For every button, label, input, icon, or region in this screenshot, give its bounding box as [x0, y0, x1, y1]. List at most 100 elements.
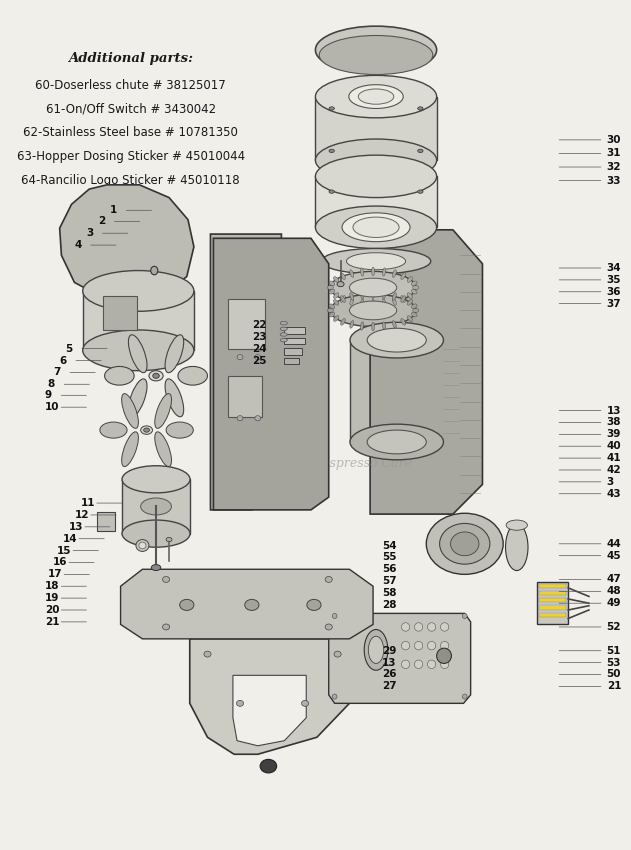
Text: 54: 54 — [382, 541, 396, 551]
Ellipse shape — [463, 694, 467, 699]
Text: 30: 30 — [606, 135, 621, 144]
Text: 42: 42 — [606, 465, 622, 475]
Ellipse shape — [358, 89, 394, 105]
Ellipse shape — [325, 624, 333, 630]
Ellipse shape — [350, 298, 354, 305]
Ellipse shape — [325, 576, 333, 582]
Bar — [103, 296, 137, 330]
Ellipse shape — [334, 292, 339, 298]
Ellipse shape — [341, 296, 345, 303]
Ellipse shape — [382, 291, 386, 299]
Ellipse shape — [353, 217, 399, 237]
Bar — [539, 613, 567, 617]
Ellipse shape — [316, 26, 437, 74]
Ellipse shape — [411, 312, 417, 317]
Polygon shape — [60, 184, 194, 299]
Text: 63-Hopper Dosing Sticker # 45010044: 63-Hopper Dosing Sticker # 45010044 — [16, 150, 245, 163]
Ellipse shape — [83, 270, 194, 311]
Text: 23: 23 — [252, 332, 266, 342]
Ellipse shape — [83, 330, 194, 371]
Ellipse shape — [415, 642, 423, 650]
Text: 2: 2 — [98, 217, 105, 226]
Polygon shape — [83, 291, 194, 350]
Text: 12: 12 — [74, 510, 89, 520]
Text: 4: 4 — [74, 240, 82, 250]
Ellipse shape — [334, 315, 339, 321]
Ellipse shape — [155, 394, 172, 428]
Ellipse shape — [401, 319, 406, 326]
Ellipse shape — [382, 322, 386, 330]
Ellipse shape — [129, 335, 147, 372]
Ellipse shape — [505, 524, 528, 570]
Ellipse shape — [129, 379, 147, 416]
Ellipse shape — [341, 319, 345, 326]
Ellipse shape — [178, 366, 208, 385]
Ellipse shape — [245, 599, 259, 610]
Ellipse shape — [427, 642, 436, 650]
Bar — [539, 591, 567, 595]
Ellipse shape — [463, 614, 467, 619]
Bar — [285, 348, 302, 354]
Bar — [285, 327, 305, 334]
Text: 31: 31 — [606, 149, 621, 158]
Ellipse shape — [392, 320, 396, 328]
Ellipse shape — [350, 301, 397, 320]
Ellipse shape — [382, 299, 386, 307]
Ellipse shape — [136, 540, 149, 552]
Ellipse shape — [151, 266, 158, 275]
Ellipse shape — [280, 333, 287, 337]
Ellipse shape — [333, 614, 337, 619]
Text: 8: 8 — [48, 379, 55, 389]
Ellipse shape — [122, 520, 190, 547]
Ellipse shape — [153, 373, 159, 378]
Ellipse shape — [440, 642, 449, 650]
Ellipse shape — [349, 85, 403, 109]
Ellipse shape — [401, 273, 406, 280]
Bar — [97, 513, 115, 531]
Ellipse shape — [204, 651, 211, 657]
Ellipse shape — [329, 190, 334, 193]
Ellipse shape — [437, 649, 451, 664]
Text: 55: 55 — [382, 552, 396, 563]
Ellipse shape — [237, 700, 244, 706]
Ellipse shape — [163, 576, 170, 582]
Text: 41: 41 — [606, 453, 622, 463]
Ellipse shape — [105, 366, 134, 385]
Text: 53: 53 — [606, 658, 621, 667]
Ellipse shape — [350, 322, 444, 358]
Ellipse shape — [155, 432, 172, 467]
Text: 51: 51 — [606, 646, 621, 655]
Ellipse shape — [401, 623, 410, 632]
Text: 10: 10 — [45, 402, 59, 412]
Ellipse shape — [122, 394, 138, 428]
Text: 11: 11 — [80, 498, 95, 508]
Ellipse shape — [330, 271, 416, 303]
Ellipse shape — [401, 296, 406, 303]
Ellipse shape — [411, 304, 417, 309]
Ellipse shape — [427, 660, 436, 669]
Text: 49: 49 — [606, 598, 621, 609]
Text: 40: 40 — [606, 441, 622, 451]
Bar — [285, 337, 305, 344]
Text: 27: 27 — [382, 682, 396, 691]
Ellipse shape — [411, 289, 417, 294]
Ellipse shape — [100, 422, 127, 438]
Text: 15: 15 — [57, 546, 71, 556]
Text: 50: 50 — [606, 670, 621, 679]
Ellipse shape — [440, 623, 449, 632]
Ellipse shape — [418, 190, 423, 193]
Ellipse shape — [329, 312, 335, 317]
Ellipse shape — [372, 290, 375, 298]
Ellipse shape — [165, 335, 184, 372]
Ellipse shape — [180, 599, 194, 610]
Ellipse shape — [333, 694, 337, 699]
Ellipse shape — [367, 430, 427, 454]
Text: 21: 21 — [606, 682, 621, 691]
Ellipse shape — [321, 248, 431, 274]
Polygon shape — [329, 614, 471, 703]
Text: 62-Stainless Steel base # 10781350: 62-Stainless Steel base # 10781350 — [23, 127, 238, 139]
Ellipse shape — [364, 630, 388, 671]
Ellipse shape — [372, 267, 375, 275]
Text: 48: 48 — [606, 586, 622, 597]
Text: 34: 34 — [606, 263, 622, 273]
